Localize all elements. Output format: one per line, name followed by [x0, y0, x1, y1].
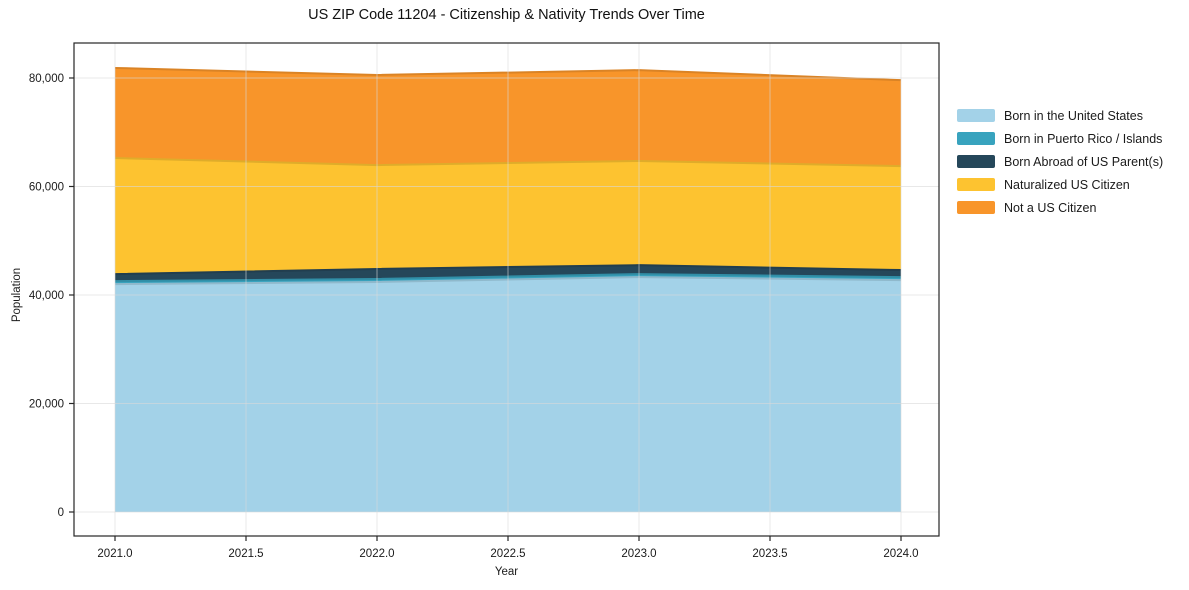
x-tick-label: 2023.5: [752, 548, 787, 560]
legend-label: Born in the United States: [1004, 108, 1143, 123]
legend-swatch: [957, 132, 995, 145]
x-axis-label: Year: [494, 566, 519, 578]
legend-label: Born in Puerto Rico / Islands: [1004, 131, 1163, 146]
x-tick-label: 2024.0: [883, 548, 918, 560]
legend-item-0: Born in the United States: [957, 104, 1163, 127]
x-tick-label: 2021.0: [97, 548, 132, 560]
x-tick-label: 2021.5: [228, 548, 263, 560]
x-tick-label: 2023.0: [621, 548, 656, 560]
legend-item-1: Born in Puerto Rico / Islands: [957, 127, 1163, 150]
chart-title: US ZIP Code 11204 - Citizenship & Nativi…: [308, 7, 705, 23]
legend-label: Born Abroad of US Parent(s): [1004, 154, 1164, 169]
legend-label: Naturalized US Citizen: [1004, 177, 1130, 192]
x-tick-label: 2022.0: [359, 548, 394, 560]
x-tick-label: 2022.5: [490, 548, 525, 560]
legend-swatch: [957, 201, 995, 214]
y-tick-label: 60,000: [29, 181, 64, 193]
plot-frame: [73, 42, 940, 537]
legend-item-4: Not a US Citizen: [957, 196, 1163, 219]
y-tick-label: 0: [58, 507, 64, 519]
legend-swatch: [957, 155, 995, 168]
y-tick-label: 80,000: [29, 73, 64, 85]
legend-swatch: [957, 109, 995, 122]
legend: Born in the United States Born in Puerto …: [957, 104, 1163, 219]
y-tick-label: 40,000: [29, 290, 64, 302]
y-tick-label: 20,000: [29, 398, 64, 410]
legend-swatch: [957, 178, 995, 191]
tick-marks: [69, 77, 902, 541]
legend-item-3: Naturalized US Citizen: [957, 173, 1163, 196]
gridlines: [74, 43, 939, 536]
legend-label: Not a US Citizen: [1004, 200, 1097, 215]
legend-item-2: Born Abroad of US Parent(s): [957, 150, 1163, 173]
